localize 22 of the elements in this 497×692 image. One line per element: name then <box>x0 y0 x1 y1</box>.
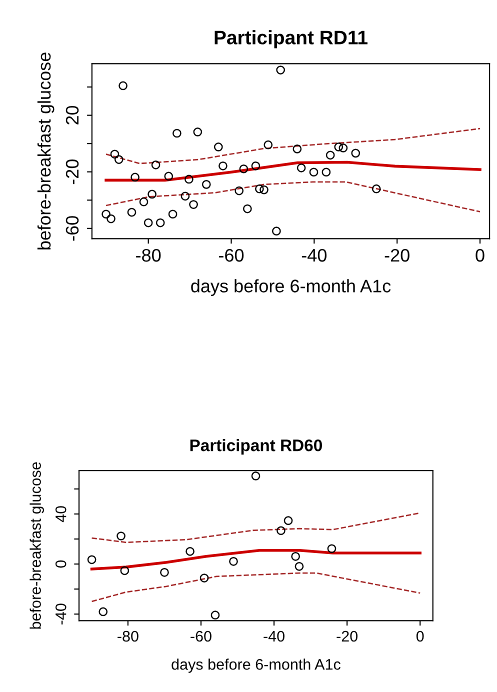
x-tick-label: -20 <box>384 248 410 262</box>
y-axis-title: before-breakfast glucose <box>37 52 54 250</box>
x-tick-label: -60 <box>190 630 212 642</box>
y-tick-label: 40 <box>55 506 66 522</box>
chart-title: Participant RD11 <box>214 30 368 48</box>
x-tick-label: -40 <box>302 248 327 262</box>
x-tick-label: -80 <box>118 630 138 642</box>
x-tick-label: -40 <box>264 630 284 642</box>
x-tick-label: -20 <box>336 630 358 642</box>
x-tick-label: 0 <box>476 248 484 262</box>
y-tick-label: -40 <box>55 604 66 624</box>
x-tick-label: 0 <box>416 630 424 642</box>
x-tick-label: -60 <box>219 248 244 262</box>
y-tick-label: -60 <box>66 216 79 241</box>
y-tick-label: 20 <box>66 106 79 124</box>
x-axis-title: days before 6-month A1c <box>191 279 391 296</box>
chart-title: Participant RD60 <box>190 439 322 455</box>
x-axis-title: days before 6-month A1c <box>172 658 340 673</box>
y-tick-label: 0 <box>55 560 66 568</box>
y-tick-label: -20 <box>66 160 79 184</box>
x-tick-label: -80 <box>136 248 161 262</box>
y-axis-title: before-breakfast glucose <box>30 462 44 629</box>
